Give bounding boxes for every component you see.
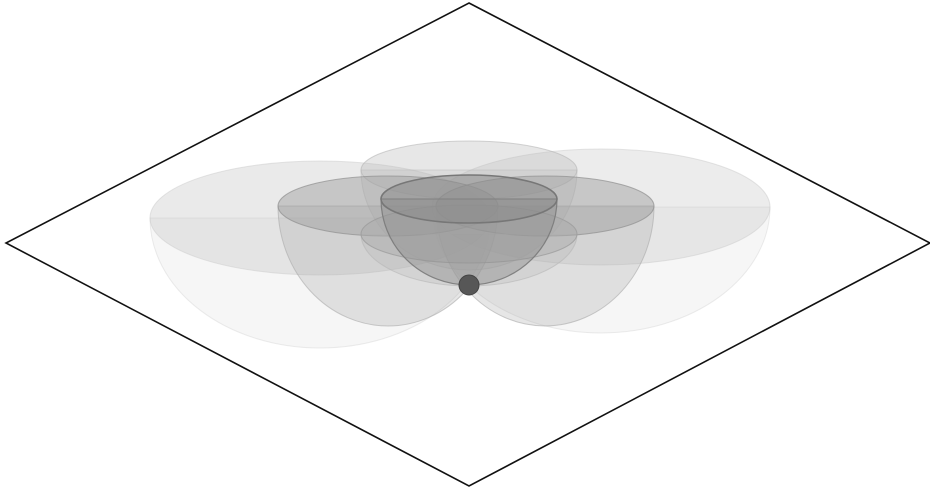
center-bowl [380,174,558,286]
contact-point-dot [458,274,480,296]
front-bowl [360,204,578,287]
ground-plane [4,2,930,487]
